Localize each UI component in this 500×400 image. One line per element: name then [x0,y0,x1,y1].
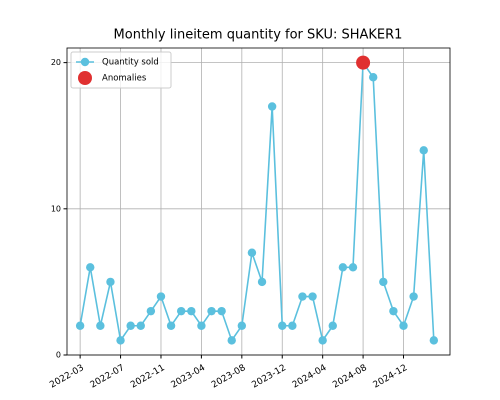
legend-marker [78,71,92,85]
point [156,292,166,301]
point [257,277,267,287]
point [348,263,358,272]
point [227,336,236,345]
point [338,263,348,272]
point [75,321,85,330]
y-tick-label: 10 [51,204,61,213]
point [328,321,337,330]
point [379,277,388,287]
point [308,292,317,301]
y-tick-label: 0 [56,351,61,360]
point [278,321,287,330]
legend-marker [80,57,90,67]
point [136,321,145,330]
point [146,306,156,316]
point [247,248,257,257]
y-tick-label: 20 [51,58,61,67]
point [237,321,247,330]
point [116,336,125,345]
legend-box [70,51,172,89]
point [126,321,135,330]
chart-title: Monthly lineitem quantity for SKU: SHAKE… [114,28,403,43]
point [176,306,186,316]
point [217,306,226,316]
point [419,146,428,155]
point [197,321,206,330]
point [288,321,297,330]
point [166,321,176,330]
point [298,292,307,301]
point [368,73,378,82]
plot-frame [66,47,451,356]
point [399,321,408,330]
point [409,292,418,301]
point [318,336,327,345]
legend-label: Quantity sold [102,58,159,68]
point [96,321,105,330]
anomaly-point [356,55,371,70]
point [86,263,95,272]
point [187,306,196,316]
point [207,306,216,316]
point [106,277,115,287]
point [389,306,398,316]
legend-label: Anomalies [102,74,147,84]
point [267,102,277,111]
point [429,336,439,345]
